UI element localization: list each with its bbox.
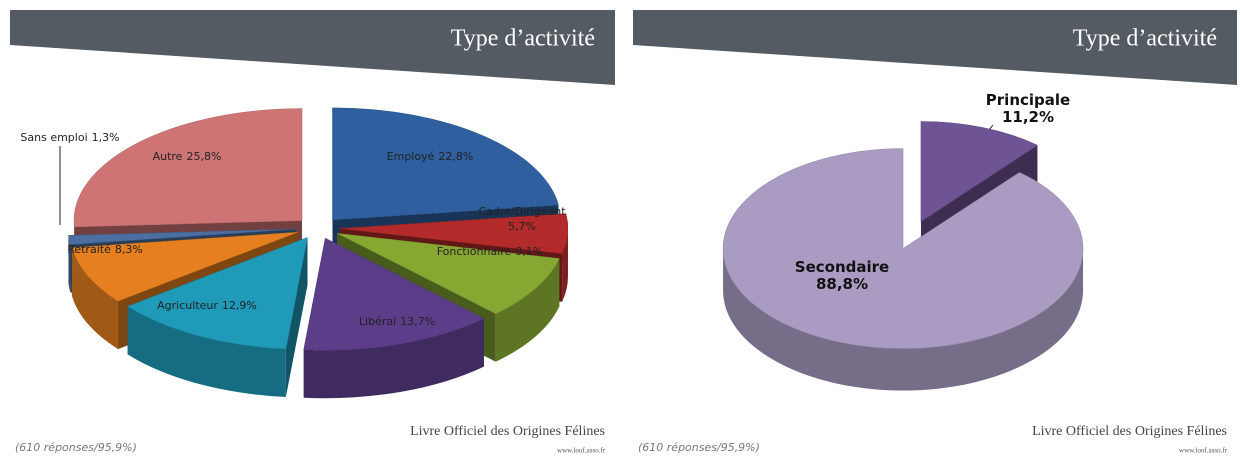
slice-value-label: 9,1% [515,245,543,258]
header-band [633,10,1237,85]
slice-category: Sans emploi [20,131,87,144]
slice-value-label: 8,3% [115,243,143,256]
slice-label: Libéral 13,7% [359,315,435,328]
chart-title: Type d’activité [1073,26,1217,52]
slice-label: Agriculteur 12,9% [157,299,257,312]
slice-category: Cadre/Dirigeant [478,205,566,218]
slice-side [127,306,286,397]
slice-side [562,228,568,302]
slice-side [303,318,484,399]
slice-category: Retraité [67,243,111,256]
header-band [10,10,615,85]
slice-label: Employé 22,8% [387,150,474,163]
slice-side [723,248,1084,391]
slice-value-label: 5,7% [508,220,536,233]
slice [332,107,559,221]
slice-side [68,235,71,293]
slice [303,237,485,351]
slice-label: Principale 11,2% [986,91,1070,126]
slice-value-label: 13,7% [400,315,435,328]
logo: Livre Officiel des Origines Félines [1032,424,1227,439]
slice-category: Fonctionnaire [437,245,512,258]
slice-value-label: 1,3% [92,131,120,144]
logo: Livre Officiel des Origines Félines [410,424,605,439]
slice-label: Secondaire 88,8% [795,258,889,293]
footnote: (610 réponses/95,9%) [638,441,760,454]
slice-label: Cadre/Dirigeant 5,7% [478,205,566,233]
slice-category: Agriculteur [157,299,218,312]
slice-label: Retraité 8,3% [67,243,143,256]
slice-value-label: 11,2% [1002,108,1054,126]
slice-side [495,258,560,362]
slice-category: Libéral [359,315,396,328]
slice-value-label: 88,8% [816,275,868,293]
slice-label: Fonctionnaire 9,1% [437,245,544,258]
slice-label: Autre 25,8% [153,150,222,163]
slice [920,121,1038,222]
footnote: (610 réponses/95,9%) [15,441,137,454]
url: www.loof.asso.fr [557,447,606,455]
slice-value-label: 22,8% [438,150,473,163]
slice [722,148,1084,349]
slice [73,108,303,228]
url: www.loof.asso.fr [1179,447,1228,455]
slice [337,233,560,315]
slice-side [71,247,118,350]
slice-category: Secondaire [795,258,889,276]
chart-title: Type d’activité [451,26,595,52]
slice-value-label: 25,8% [186,150,221,163]
slice [127,237,308,350]
slice-label: Sans emploi 1,3% [20,131,119,144]
slice-category: Autre [153,150,183,163]
slice-category: Principale [986,91,1070,109]
slice-value-label: 12,9% [222,299,257,312]
slice [339,213,569,254]
slice-category: Employé [387,150,435,163]
slice [71,231,298,302]
slice [68,228,297,245]
